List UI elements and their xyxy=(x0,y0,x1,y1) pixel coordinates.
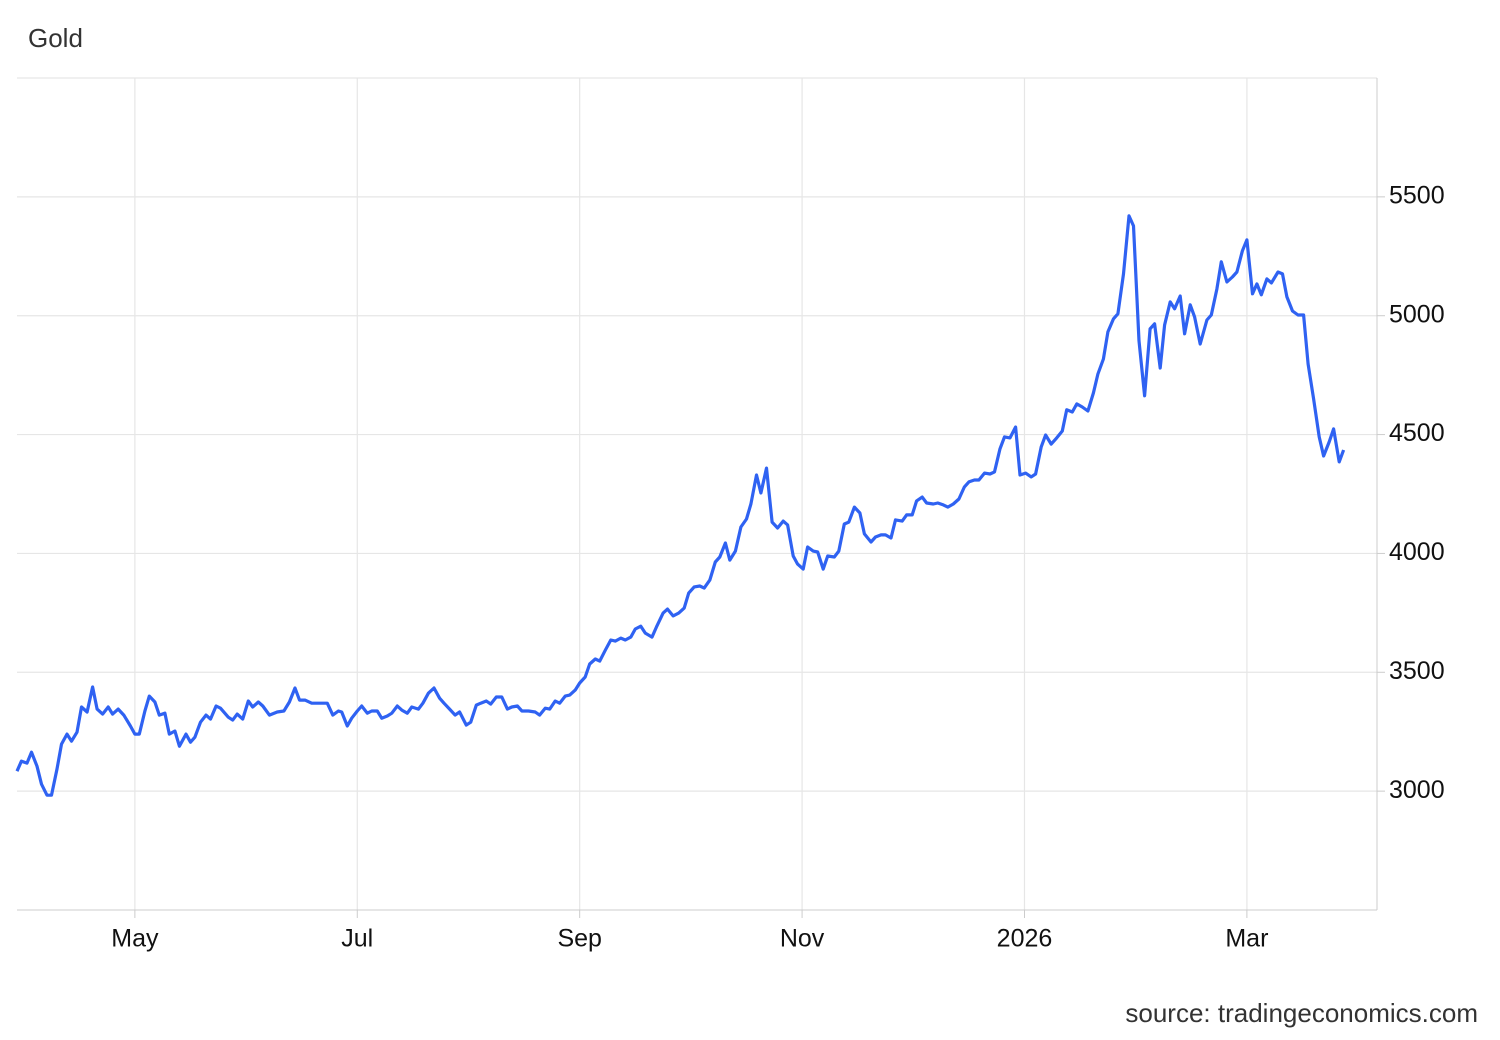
x-tick-label: Sep xyxy=(557,925,601,953)
x-tick-label: Mar xyxy=(1225,925,1268,953)
price-line xyxy=(15,214,1346,797)
y-tick-label: 4500 xyxy=(1389,419,1445,447)
y-tick-label: 3500 xyxy=(1389,657,1445,685)
source-note: source: tradingeconomics.com xyxy=(1125,998,1478,1028)
y-tick-label: 3000 xyxy=(1389,776,1445,804)
x-tick-label: Nov xyxy=(780,925,825,953)
y-tick-label: 4000 xyxy=(1389,538,1445,566)
x-tick-label: 2026 xyxy=(997,925,1053,953)
y-tick-label: 5000 xyxy=(1389,300,1445,328)
x-tick-label: May xyxy=(111,925,159,953)
x-tick-label: Jul xyxy=(341,925,373,953)
chart-title: Gold xyxy=(28,23,83,53)
y-tick-label: 5500 xyxy=(1389,181,1445,209)
